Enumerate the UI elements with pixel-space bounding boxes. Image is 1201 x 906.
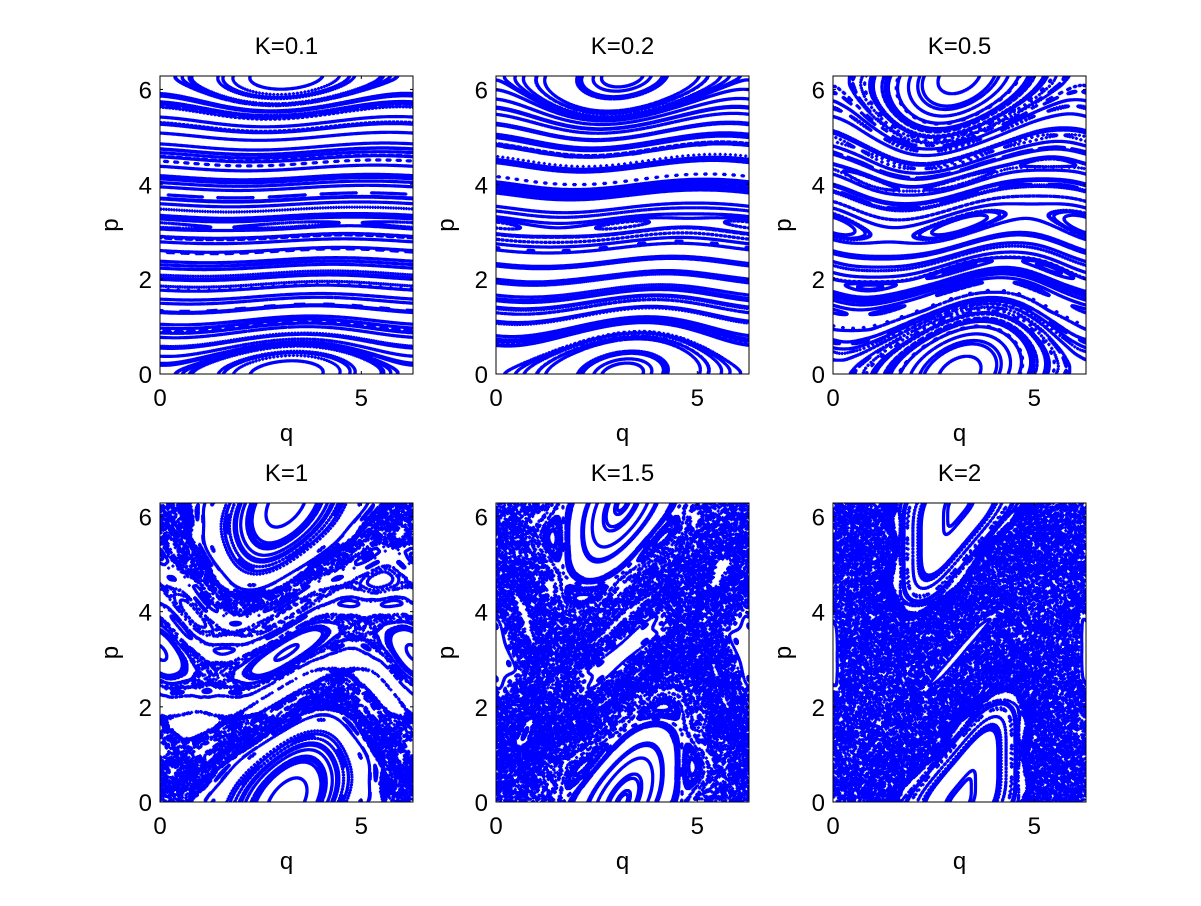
- x-tick-label: 0: [489, 385, 502, 412]
- subplot-4: 0 5 0 2 4 6 K=1 q p: [97, 460, 415, 875]
- y-tick-label: 4: [139, 172, 152, 199]
- y-tick-label: 2: [812, 267, 825, 294]
- x-tick-label: 5: [691, 813, 704, 840]
- x-tick-label: 5: [1028, 813, 1041, 840]
- y-axis-label: p: [97, 646, 124, 659]
- y-axis-label: p: [433, 218, 460, 231]
- y-tick-label: 2: [475, 695, 488, 722]
- x-axis-label: q: [280, 420, 293, 447]
- x-tick-label: 5: [691, 385, 704, 412]
- y-axis-label: p: [770, 646, 797, 659]
- subplot-6: 0 5 0 2 4 6 K=2 q p: [770, 460, 1088, 875]
- subplot-2: 0 5 0 2 4 6 K=0.2 q p: [433, 33, 751, 447]
- subplot-title: K=1.5: [591, 460, 654, 487]
- x-axis-label: q: [953, 848, 966, 875]
- y-tick-label: 4: [475, 172, 488, 199]
- x-tick-label: 0: [826, 813, 839, 840]
- x-tick-label: 5: [1028, 385, 1041, 412]
- x-axis-label: q: [616, 848, 629, 875]
- y-tick-label: 6: [139, 77, 152, 104]
- subplot-1: 0 5 0 2 4 6 K=0.1 q p: [97, 33, 415, 447]
- y-tick-label: 0: [812, 362, 825, 389]
- subplot-5: 0 5 0 2 4 6 K=1.5 q p: [433, 460, 751, 875]
- y-tick-label: 4: [812, 172, 825, 199]
- y-tick-label: 6: [812, 77, 825, 104]
- y-axis-label: p: [97, 218, 124, 231]
- subplot-title: K=2: [938, 460, 981, 487]
- y-tick-label: 0: [139, 790, 152, 817]
- y-tick-label: 6: [139, 504, 152, 531]
- y-tick-label: 2: [139, 267, 152, 294]
- y-tick-label: 2: [475, 267, 488, 294]
- y-tick-label: 4: [475, 600, 488, 627]
- y-tick-label: 6: [812, 504, 825, 531]
- subplot-3: 0 5 0 2 4 6 K=0.5 q p: [770, 33, 1088, 447]
- y-tick-label: 4: [812, 600, 825, 627]
- x-axis-label: q: [953, 420, 966, 447]
- x-tick-label: 0: [153, 385, 166, 412]
- x-axis-label: q: [280, 848, 293, 875]
- subplot-title: K=1: [265, 460, 308, 487]
- x-tick-label: 0: [153, 813, 166, 840]
- y-tick-label: 0: [812, 790, 825, 817]
- y-tick-label: 4: [139, 600, 152, 627]
- x-tick-label: 5: [355, 385, 368, 412]
- y-tick-label: 2: [812, 695, 825, 722]
- x-tick-label: 5: [355, 813, 368, 840]
- y-tick-label: 2: [139, 695, 152, 722]
- y-axis-label: p: [770, 218, 797, 231]
- subplot-title: K=0.2: [591, 33, 654, 60]
- y-axis-label: p: [433, 646, 460, 659]
- y-tick-label: 0: [475, 790, 488, 817]
- subplot-title: K=0.5: [928, 33, 991, 60]
- y-tick-label: 6: [475, 77, 488, 104]
- y-tick-label: 0: [475, 362, 488, 389]
- y-tick-label: 6: [475, 504, 488, 531]
- x-tick-label: 0: [826, 385, 839, 412]
- x-axis-label: q: [616, 420, 629, 447]
- x-tick-label: 0: [489, 813, 502, 840]
- y-tick-label: 0: [139, 362, 152, 389]
- subplot-title: K=0.1: [255, 33, 318, 60]
